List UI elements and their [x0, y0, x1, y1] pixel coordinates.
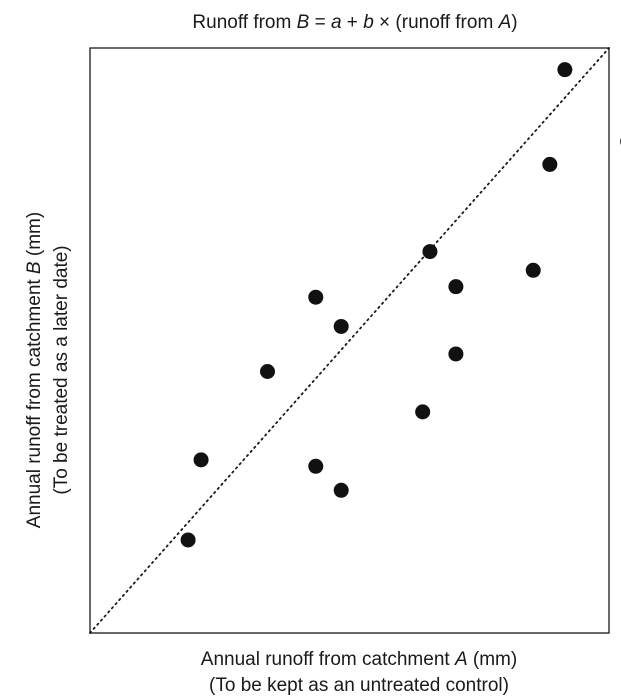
- chart-title-coef-b: b: [363, 12, 374, 33]
- chart-title-var-b: B: [297, 12, 310, 33]
- data-point: [180, 532, 196, 548]
- chart-title-plus: +: [342, 12, 364, 33]
- x-axis-label: Annual runoff from catchment A (mm): [201, 649, 517, 670]
- data-point: [542, 156, 558, 172]
- data-point: [422, 244, 438, 260]
- data-point: [415, 404, 431, 420]
- y-axis-label-var: B: [24, 261, 45, 274]
- chart-title-var-a: A: [498, 12, 512, 33]
- y-axis-label: Annual runoff from catchment B (mm): [24, 212, 45, 528]
- x-axis-label-suffix: (mm): [468, 649, 518, 670]
- chart-title-coef-a: a: [331, 12, 342, 33]
- data-point: [557, 62, 573, 78]
- chart-title-prefix: Runoff from: [192, 12, 296, 33]
- data-point: [259, 364, 275, 380]
- chart-title-times: ×: [374, 12, 396, 33]
- chart-title-suffix-open: (runoff from: [395, 12, 498, 33]
- plot-frame: [89, 47, 610, 634]
- data-point: [308, 458, 324, 474]
- y-axis-sublabel: (To be treated as a later date): [51, 245, 72, 494]
- data-point: [525, 262, 541, 278]
- y-axis-label-prefix: Annual runoff from catchment: [24, 274, 45, 528]
- x-axis-label-var: A: [454, 649, 468, 670]
- chart-title-equals: =: [309, 12, 331, 33]
- data-point: [448, 279, 464, 295]
- chart-title-suffix-close: ): [511, 12, 517, 33]
- x-axis-label-prefix: Annual runoff from catchment: [201, 649, 455, 670]
- data-point: [333, 318, 349, 334]
- regression-line: [89, 47, 610, 634]
- y-axis-label-suffix: (mm): [24, 212, 45, 262]
- data-point: [448, 346, 464, 362]
- y-axis-label-group: Annual runoff from catchment B (mm) (To …: [24, 212, 72, 528]
- plot-area: [89, 47, 621, 634]
- chart-title: Runoff from B = a + b × (runoff from A): [192, 12, 517, 33]
- data-point: [333, 482, 349, 498]
- x-axis-sublabel: (To be kept as an untreated control): [209, 675, 509, 696]
- data-point: [308, 289, 324, 305]
- data-point: [193, 452, 209, 468]
